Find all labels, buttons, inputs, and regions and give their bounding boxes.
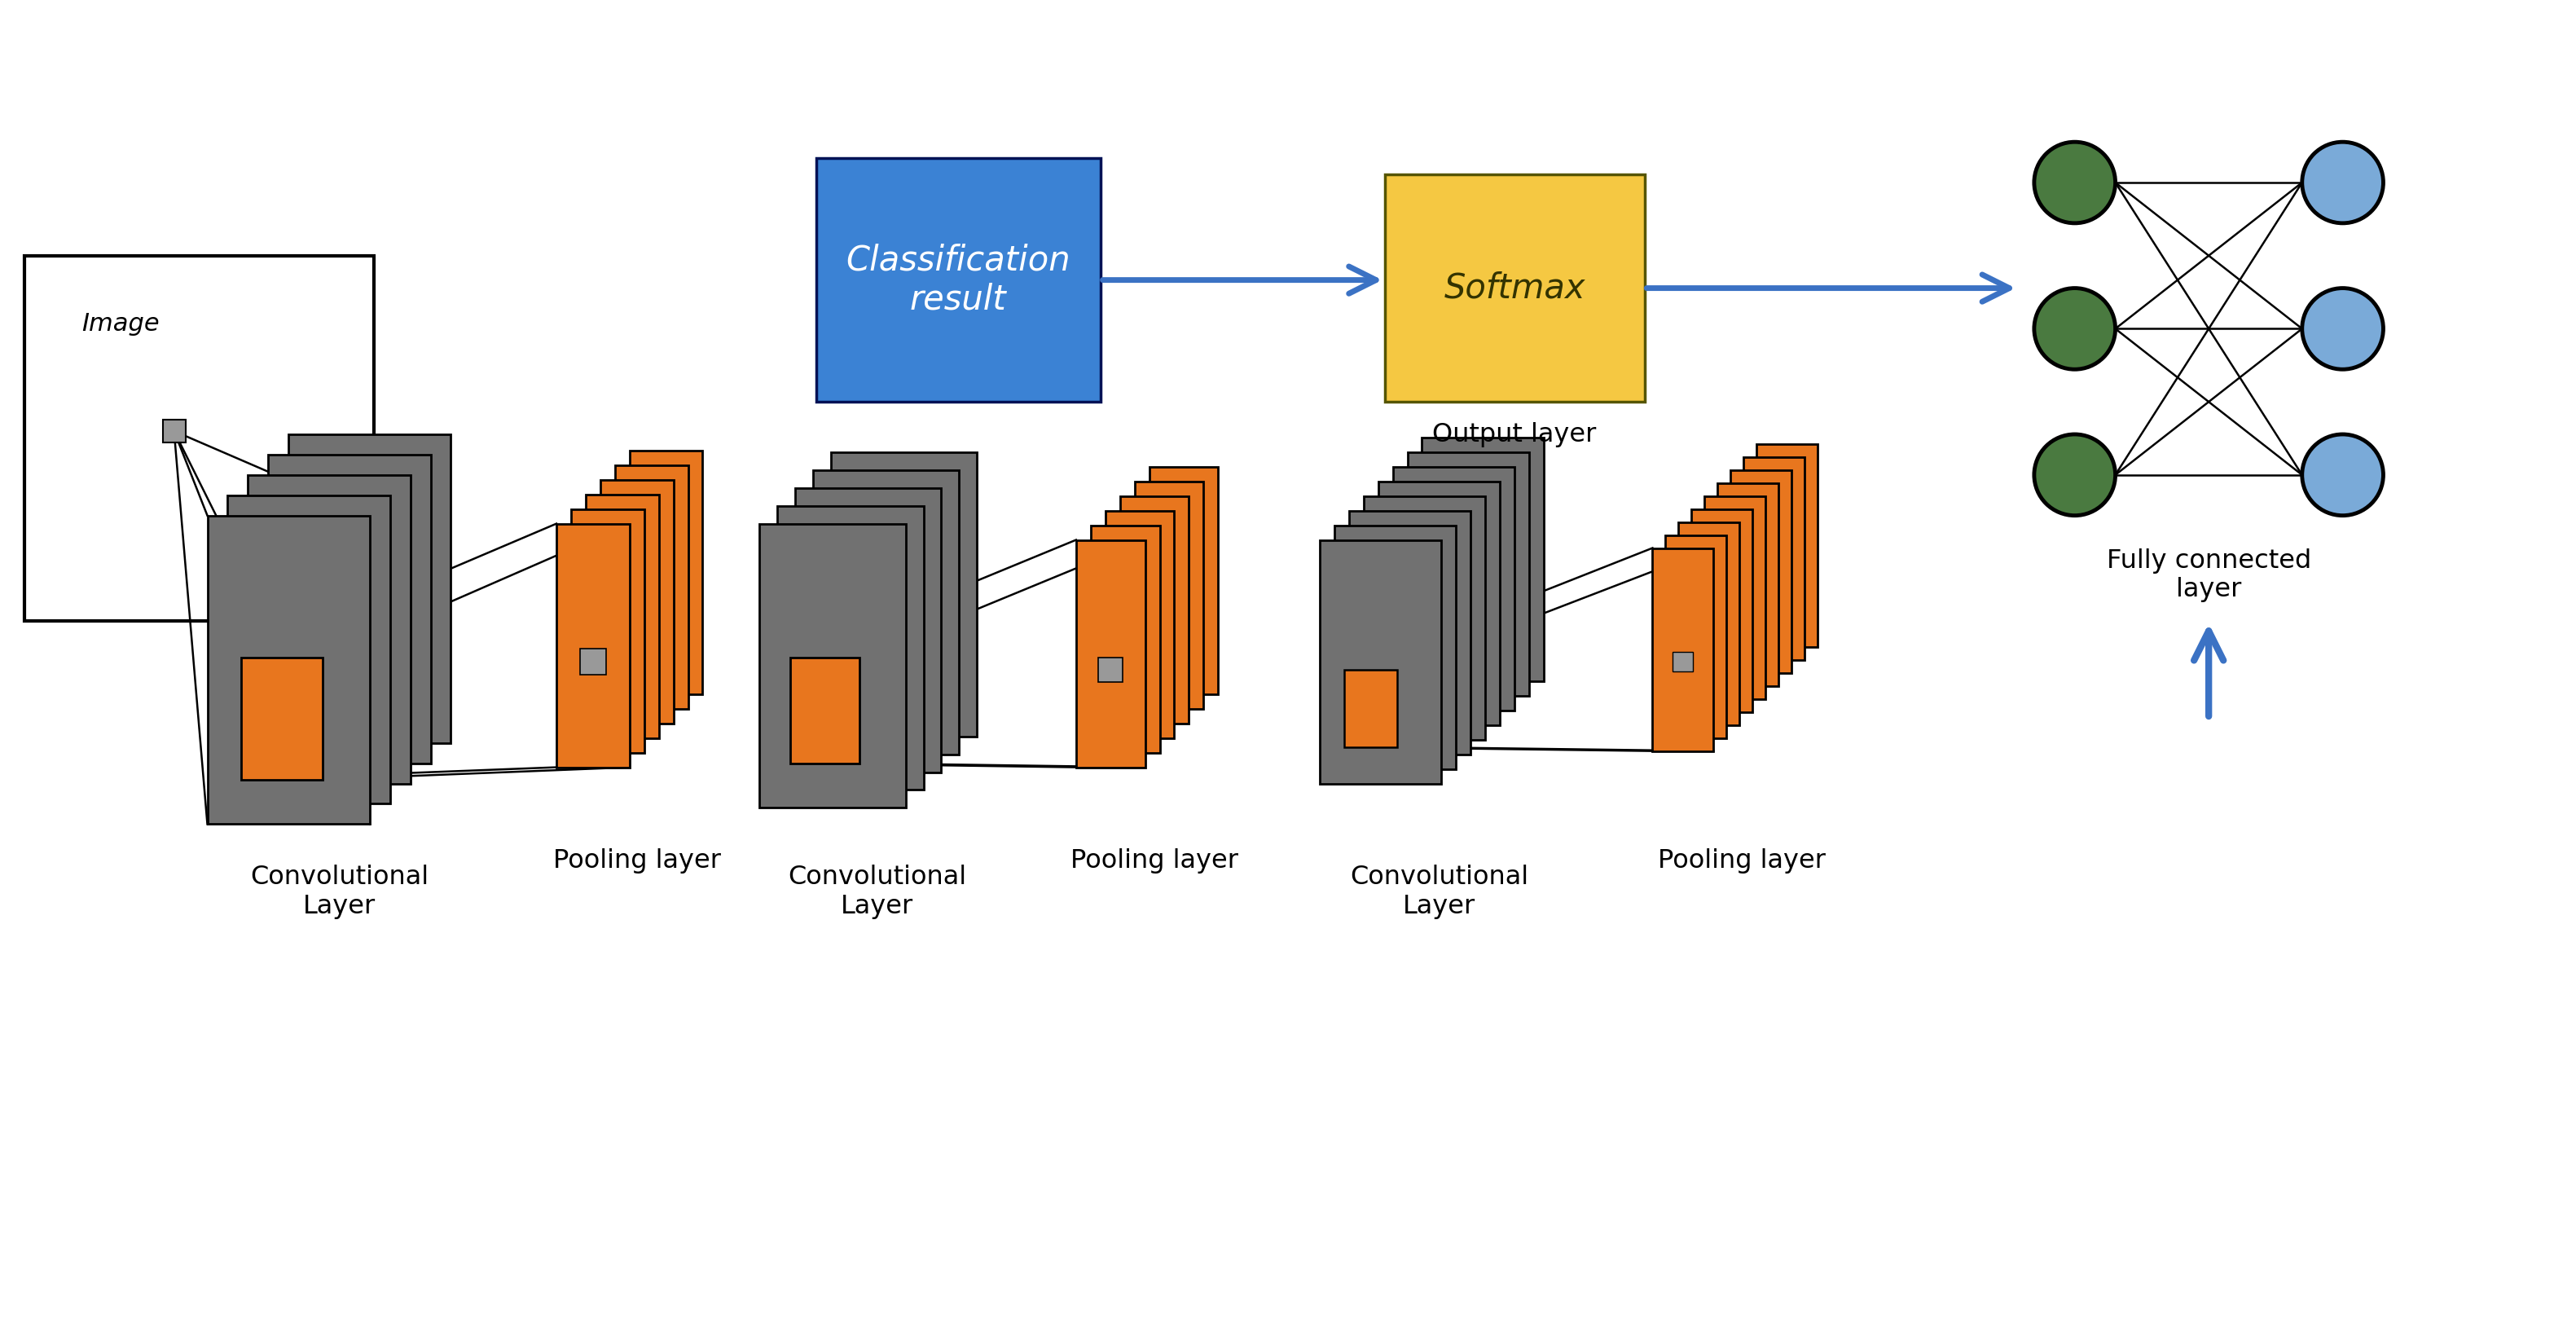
Bar [1105,511,1175,739]
Bar [1334,526,1455,769]
Bar [242,658,322,780]
Bar [1394,467,1515,710]
Bar [1090,526,1159,753]
Bar [1705,496,1765,698]
Text: Fully connected
layer: Fully connected layer [2107,549,2311,602]
Bar [1121,496,1190,724]
Bar [629,451,703,694]
Bar [1077,539,1146,767]
Bar [572,508,644,753]
Bar [1731,470,1790,673]
Bar [26,256,374,621]
Bar [1680,522,1739,725]
Bar [1654,549,1713,751]
Bar [1744,458,1803,660]
Bar [162,420,185,443]
Circle shape [2303,142,2383,223]
Bar [814,470,958,755]
Bar [760,523,907,808]
Bar [585,495,659,739]
Bar [1378,482,1499,725]
Bar [1667,535,1726,739]
Bar [832,452,976,736]
Bar [616,466,688,709]
Bar [1363,496,1486,740]
Text: Pooling layer: Pooling layer [554,848,721,874]
Circle shape [2035,142,2115,223]
Bar [1406,452,1530,696]
Bar [778,506,922,789]
Bar [1422,438,1543,681]
Bar [1757,444,1819,648]
Circle shape [2035,288,2115,369]
Bar [1350,511,1471,755]
FancyBboxPatch shape [1386,174,1643,401]
Bar [247,475,410,784]
Bar [1319,539,1443,784]
Text: Output layer: Output layer [1432,421,1597,447]
Text: Convolutional
Layer: Convolutional Layer [250,864,428,919]
Bar [1149,467,1218,694]
Circle shape [2303,288,2383,369]
Bar [600,480,672,724]
Circle shape [2035,435,2115,515]
Text: Softmax: Softmax [1445,272,1584,305]
Bar [1718,483,1777,686]
Bar [268,455,430,763]
Bar [791,658,860,763]
Bar [1345,670,1396,747]
Bar [1133,482,1203,709]
Bar [1097,658,1123,682]
Text: Pooling layer: Pooling layer [1656,848,1826,874]
Text: Image: Image [82,313,160,336]
Text: Convolutional
Layer: Convolutional Layer [1350,864,1528,919]
Bar [580,649,605,674]
Text: Convolutional
Layer: Convolutional Layer [788,864,966,919]
Circle shape [2303,435,2383,515]
Bar [796,488,940,772]
Bar [556,523,629,767]
FancyBboxPatch shape [817,158,1100,401]
Bar [227,495,389,804]
Bar [1672,652,1692,672]
Bar [289,435,451,743]
Text: Pooling layer: Pooling layer [1072,848,1239,874]
Bar [1692,508,1752,712]
Bar [206,515,371,824]
Text: Classification
result: Classification result [845,244,1072,317]
